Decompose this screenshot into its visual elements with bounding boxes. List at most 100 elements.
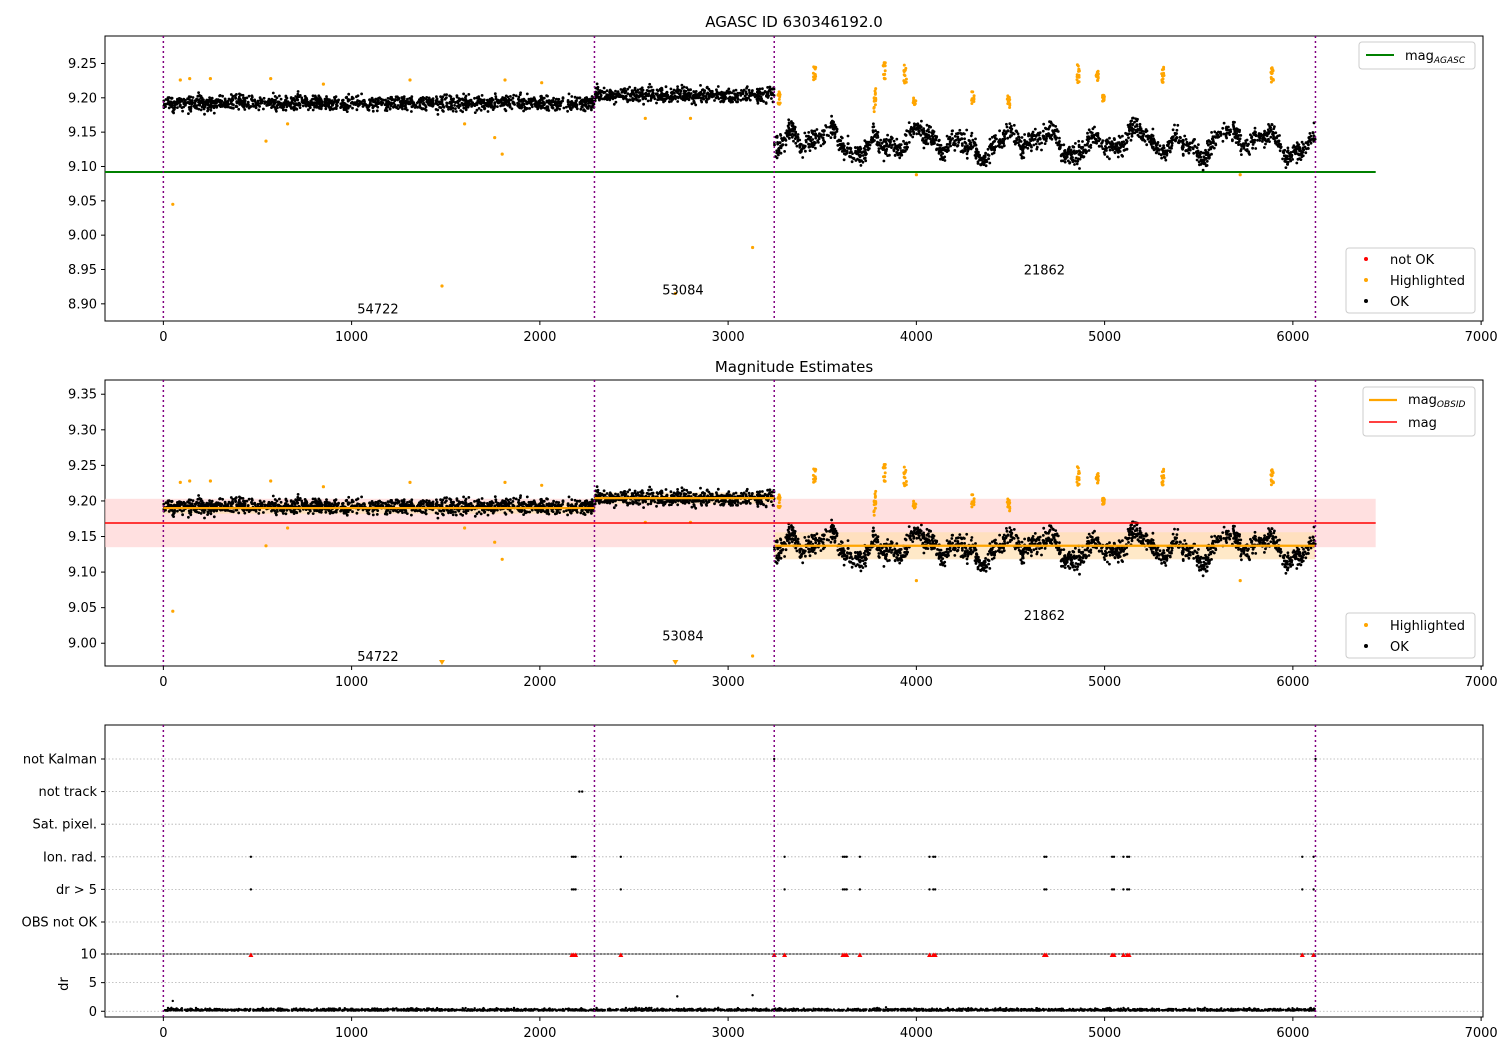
ok-point [404, 104, 407, 108]
ok-point [1120, 145, 1123, 148]
ok-point [308, 106, 312, 109]
ok-point [324, 107, 328, 111]
ok-point [456, 101, 460, 105]
ok-point [877, 147, 881, 151]
legend-label: OK [1390, 295, 1409, 310]
ok-point [974, 155, 978, 159]
ok-point [1093, 125, 1096, 129]
ok-point [1236, 135, 1239, 138]
ok-point [854, 146, 857, 150]
ok-point [888, 138, 891, 142]
ok-point [650, 89, 654, 92]
highlighted-point [777, 102, 781, 106]
ok-point [705, 85, 709, 89]
ok-point [1197, 155, 1201, 159]
ok-point [1302, 148, 1306, 152]
ok-point [1114, 147, 1118, 151]
ok-point [771, 92, 774, 95]
ok-point [1272, 127, 1276, 130]
ok-point [1089, 146, 1093, 149]
ok-point [517, 105, 521, 109]
ok-point [1022, 156, 1026, 160]
ok-point [186, 97, 190, 101]
ok-point [822, 133, 826, 137]
ok-point [608, 93, 611, 97]
ok-point [314, 96, 318, 100]
ok-point [1006, 136, 1010, 140]
ok-point [854, 151, 857, 155]
ok-point [1130, 119, 1133, 123]
ok-point [1282, 154, 1286, 158]
ok-point [1125, 147, 1129, 151]
ok-point [473, 96, 476, 100]
ok-point [1290, 155, 1293, 159]
ok-point [1108, 148, 1112, 152]
y-tick-label: 9.25 [68, 459, 97, 474]
highlighted-point [269, 77, 273, 81]
ok-point [907, 141, 911, 144]
ok-point [548, 100, 551, 104]
ok-point [1001, 141, 1004, 145]
ok-point [1268, 126, 1272, 130]
ok-point [281, 108, 285, 112]
ok-point [787, 118, 791, 122]
ok-point [704, 99, 708, 103]
ok-point [492, 106, 496, 110]
ok-point [1086, 136, 1090, 140]
ok-point [850, 160, 854, 164]
ok-point [893, 142, 897, 146]
ok-point [480, 98, 484, 102]
ok-point [199, 100, 202, 104]
ok-point [389, 104, 393, 108]
ok-point [1211, 138, 1215, 142]
ok-point [963, 137, 966, 141]
ok-point [652, 94, 656, 98]
ok-point [345, 95, 349, 99]
panel1-axes-frame [104, 35, 1484, 322]
ok-point [170, 97, 174, 100]
ok-point [1092, 134, 1095, 137]
ok-point [1100, 142, 1103, 145]
ok-point [979, 163, 983, 167]
ok-point [363, 103, 366, 107]
ok-point [893, 146, 897, 150]
highlighted-point [872, 106, 876, 110]
highlighted-point [1075, 63, 1079, 67]
ok-point [1279, 145, 1283, 149]
ok-point [375, 513, 379, 516]
ok-point [245, 96, 249, 100]
ok-point [1042, 122, 1046, 126]
highlighted-point [1271, 78, 1275, 82]
ok-point [1048, 124, 1052, 128]
ok-point [1152, 148, 1156, 152]
ok-point [513, 103, 516, 106]
ok-point [381, 98, 385, 102]
highlighted-point [540, 81, 544, 85]
ok-point [484, 103, 488, 107]
ok-point [794, 141, 798, 145]
ok-point [486, 98, 489, 102]
ok-point [203, 112, 206, 116]
ok-point [238, 93, 242, 97]
ok-point [346, 106, 350, 110]
ok-point [356, 104, 360, 108]
ok-point [973, 143, 977, 146]
ok-point [496, 105, 499, 108]
ok-point [514, 94, 518, 98]
ok-point [848, 155, 852, 159]
ok-point [494, 97, 498, 101]
ok-point [1113, 138, 1116, 142]
ok-point [479, 108, 483, 112]
ok-point [1086, 142, 1089, 146]
ok-point [730, 96, 734, 99]
ok-point [247, 94, 251, 98]
ok-point [462, 106, 466, 110]
ok-point [197, 494, 201, 497]
ok-point [1005, 122, 1008, 126]
ok-point [805, 134, 808, 138]
ok-point [608, 90, 611, 94]
ok-point [483, 107, 486, 111]
ok-point [579, 511, 583, 515]
ok-point [509, 95, 512, 98]
ok-point [882, 147, 885, 151]
